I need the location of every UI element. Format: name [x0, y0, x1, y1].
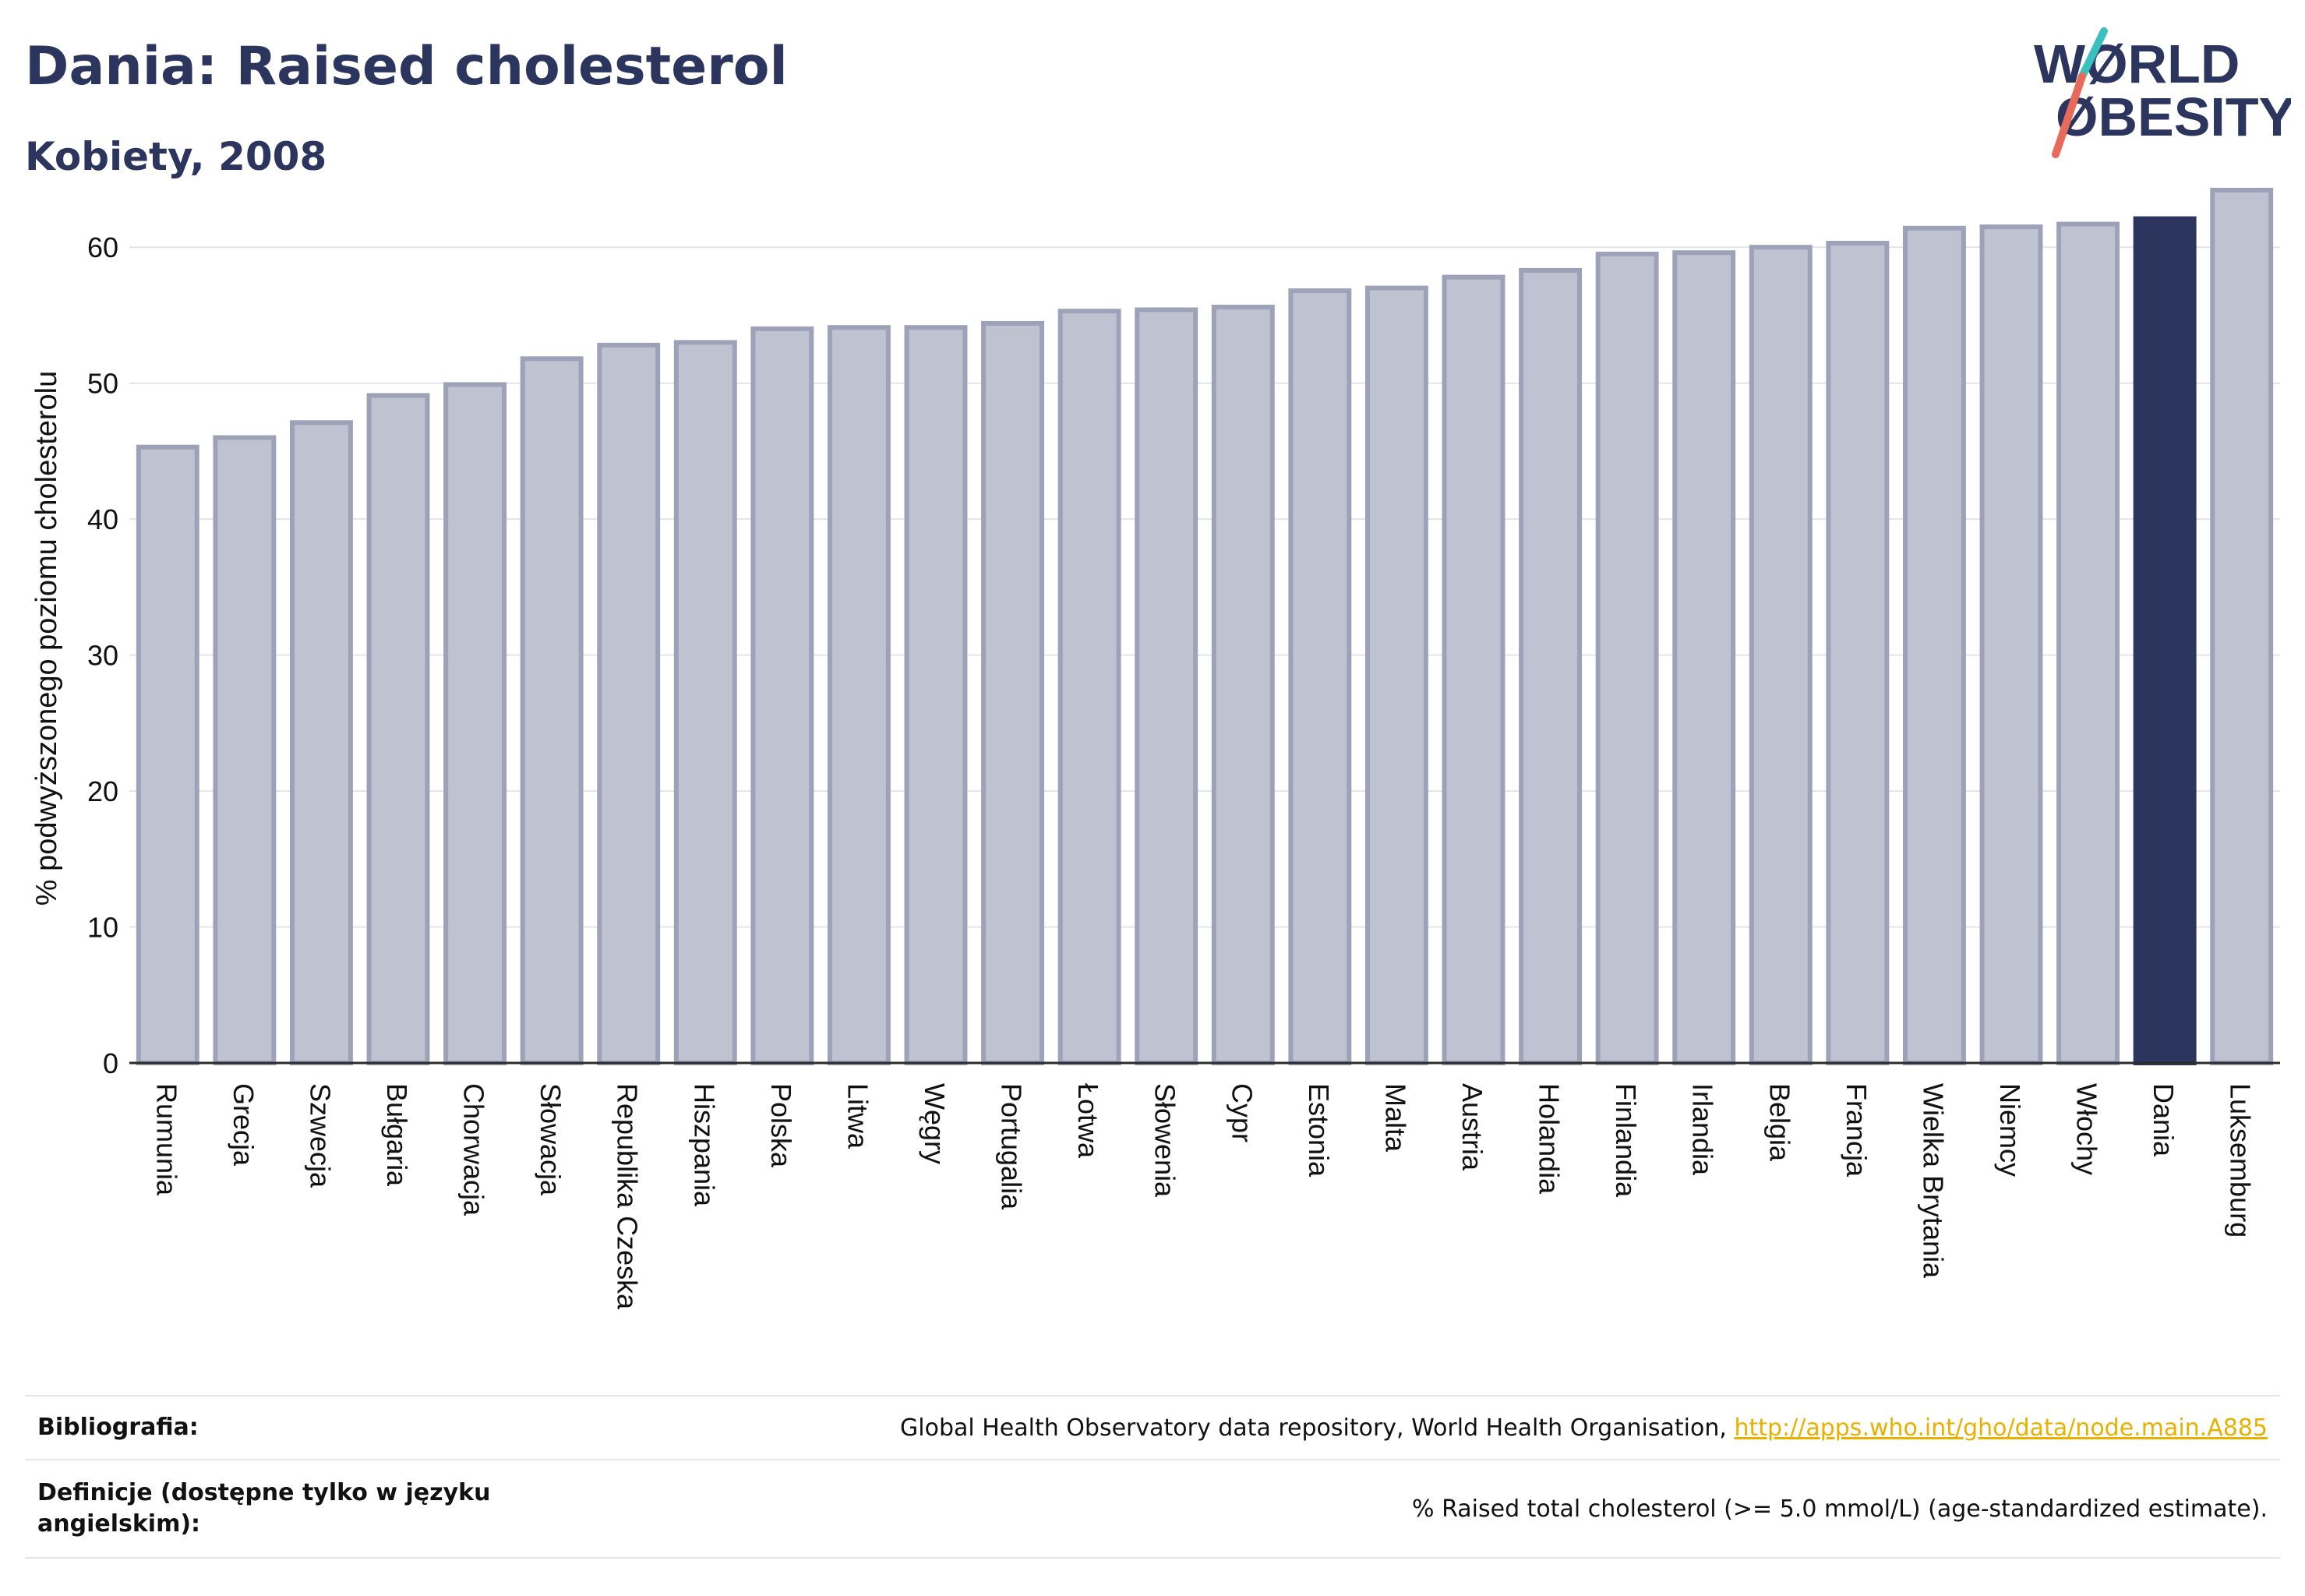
x-tick-label: Belgia [1763, 1083, 1795, 1162]
x-tick-label: Portugalia [996, 1083, 1028, 1210]
x-tick-label: Wielka Brytania [1917, 1083, 1949, 1279]
x-tick-label: Szwecja [304, 1083, 336, 1188]
y-tick-label: 10 [87, 912, 118, 944]
bar-austria [1442, 274, 1505, 1065]
y-tick-labels: 0 10 20 30 40 50 60 [87, 231, 118, 1079]
bar-luksemburg [2210, 187, 2274, 1066]
x-tick-label: Łotwa [1072, 1083, 1104, 1159]
bar-dania [2133, 216, 2197, 1065]
bar-węgry [904, 325, 968, 1065]
x-tick-label: Holandia [1534, 1083, 1565, 1195]
bar-niemcy [1979, 224, 2043, 1065]
bar-belgia [1749, 245, 1813, 1066]
definition-value: % Raised total cholesterol (>= 5.0 mmol/… [1412, 1495, 2268, 1523]
bar-hiszpania [673, 340, 737, 1066]
bar-słowenia [1135, 307, 1198, 1065]
bar-chart: 0 10 20 30 40 50 60 Rumunia Grecja Szwecja Bułgar… [30, 187, 2280, 1310]
bibliography-row: Bibliografia: Global Health Observatory … [25, 1396, 2280, 1460]
bars [136, 187, 2274, 1066]
bar-grecja [213, 435, 277, 1065]
bar-estonia [1288, 288, 1352, 1065]
bar-szwecja [289, 420, 353, 1065]
x-tick-label: Malta [1379, 1083, 1411, 1153]
y-tick-label: 60 [87, 231, 118, 263]
x-tick-label: Włochy [2071, 1083, 2103, 1175]
bar-holandia [1519, 267, 1583, 1065]
logo-slash-teal [2078, 27, 2108, 80]
y-axis-label: % podwyższonego poziomu cholesterolu [30, 371, 63, 906]
x-tick-label: Słowacja [535, 1083, 567, 1196]
x-tick-label: Austria [1456, 1083, 1488, 1171]
x-tick-label: Grecja [228, 1083, 259, 1167]
bibliography-value: Global Health Observatory data repositor… [549, 1396, 2280, 1460]
bar-litwa [827, 325, 891, 1065]
logo-line2: ØBESITY [2056, 87, 2291, 147]
bar-finlandia [1595, 251, 1659, 1065]
x-tick-label: Rumunia [150, 1083, 182, 1196]
x-tick-label: Niemcy [1994, 1083, 2026, 1177]
chart-subtitle: Kobiety, 2008 [25, 134, 327, 179]
x-tick-label: Dania [2148, 1083, 2180, 1157]
bar-słowacja [520, 356, 584, 1065]
bar-polska [750, 326, 814, 1065]
y-tick-label: 20 [87, 775, 118, 807]
bar-bułgaria [366, 393, 430, 1065]
bar-wielka-brytania [1902, 225, 1966, 1065]
x-tick-label: Francja [1841, 1083, 1873, 1178]
x-tick-label: Finlandia [1610, 1083, 1642, 1198]
x-tick-label: Estonia [1303, 1083, 1335, 1178]
x-tick-label: Bułgaria [381, 1083, 413, 1187]
bar-irlandia [1672, 250, 1736, 1065]
x-tick-label: Węgry [919, 1083, 951, 1164]
definition-row: Definicje (dostępne tylko w języku angie… [25, 1460, 2280, 1558]
y-tick-label: 0 [103, 1047, 118, 1079]
world-obesity-logo: WØRLD ØBESITY [2034, 27, 2291, 158]
bibliography-link[interactable]: http://apps.who.int/gho/data/node.main.A… [1734, 1414, 2268, 1442]
x-tick-label: Irlandia [1687, 1083, 1719, 1176]
bar-chorwacja [443, 382, 507, 1065]
definition-label: Definicje (dostępne tylko w języku angie… [37, 1479, 491, 1538]
bar-portugalia [981, 320, 1045, 1065]
y-tick-label: 40 [87, 503, 118, 535]
bar-republika-czeska [597, 342, 661, 1065]
bar-włochy [2056, 221, 2120, 1066]
y-tick-label: 50 [87, 368, 118, 400]
logo-line1: WØRLD [2034, 34, 2240, 94]
x-tick-label: Litwa [842, 1083, 874, 1149]
chart-title: Dania: Raised cholesterol [25, 36, 788, 97]
bibliography-label: Bibliografia: [37, 1414, 199, 1441]
x-tick-label: Słowenia [1149, 1083, 1181, 1198]
x-tick-labels: Rumunia Grecja Szwecja Bułgaria Chorwacja Sło… [150, 1083, 2256, 1310]
x-tick-label: Polska [765, 1083, 797, 1168]
x-tick-label: Republika Czeska [612, 1083, 644, 1310]
bar-francja [1826, 240, 1890, 1065]
bar-malta [1364, 285, 1428, 1066]
y-tick-label: 30 [87, 640, 118, 672]
bar-cypr [1211, 304, 1275, 1065]
source-table: Bibliografia: Global Health Observatory … [25, 1395, 2280, 1559]
x-tick-label: Cypr [1226, 1083, 1258, 1142]
x-tick-label: Chorwacja [458, 1083, 490, 1216]
logo-slash-coral [2052, 72, 2086, 158]
bibliography-text: Global Health Observatory data repositor… [900, 1414, 1735, 1442]
bar-łotwa [1057, 309, 1121, 1065]
x-tick-label: Hiszpania [688, 1083, 720, 1207]
x-tick-label: Luksemburg [2225, 1083, 2257, 1238]
bar-rumunia [136, 444, 199, 1065]
